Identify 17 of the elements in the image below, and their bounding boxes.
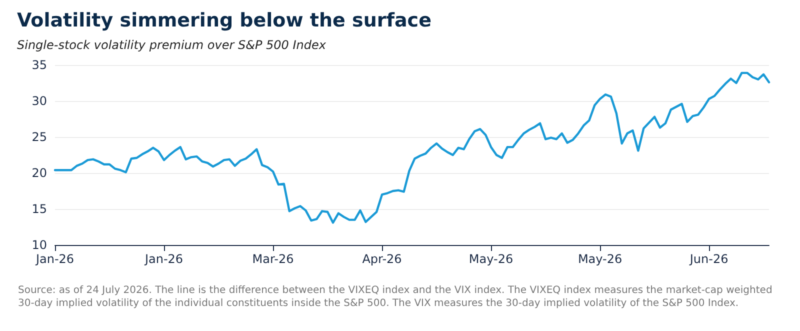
x-tick-label: Mar-26: [252, 252, 294, 266]
x-tick-label: Jan-26: [34, 252, 74, 266]
chart-title: Volatility simmering below the surface: [17, 10, 432, 32]
y-tick-label: 20: [32, 166, 47, 180]
x-tick-label: Jun-26: [688, 252, 728, 266]
chart-subtitle: Single-stock volatility premium over S&P 500 Index: [17, 38, 327, 52]
line-series: [54, 72, 770, 224]
x-tick-label: May-26: [578, 252, 622, 266]
y-tick-label: 10: [32, 238, 47, 252]
y-tick-label: 30: [32, 94, 47, 108]
y-tick-label: 25: [32, 130, 47, 144]
source-note: Source: as of 24 July 2026. The line is the difference between the VIXEQ index and the VIX index. The VIXEQ index measures the market-cap weighted 30-day implied volatility of the individual constituents inside the S&P 500. The VIX measures the 30-day implied volatility of the S&P 500 Index.: [18, 285, 776, 309]
y-tick-label: 35: [32, 58, 47, 72]
x-tick-label: Jan-26: [144, 252, 184, 266]
x-tick-label: Apr-26: [362, 252, 402, 266]
y-tick-label: 15: [32, 202, 47, 216]
x-tick-label: May-26: [468, 252, 514, 266]
